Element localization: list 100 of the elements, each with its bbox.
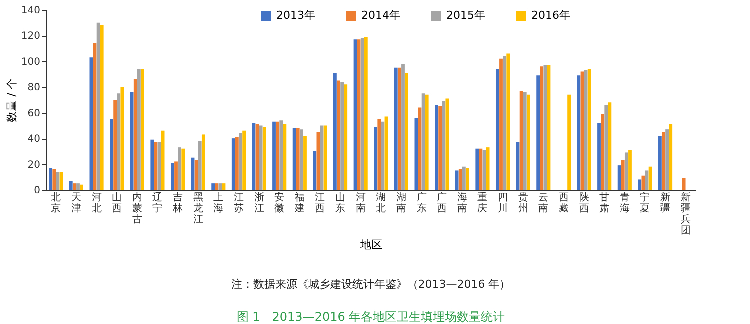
bar [496,69,500,190]
bar [398,68,402,190]
bar [479,148,483,190]
bar [90,58,94,190]
x-tick-label: 山东 [336,192,346,214]
bar [520,91,524,190]
x-tick-label: 浙江 [254,192,264,214]
bar [588,69,592,190]
text: 图 1 2013—2016 年各地区卫生填埋场数量统计 [236,310,506,324]
bar [458,169,462,190]
legend-label: 2015年 [446,9,486,22]
bar [137,69,141,190]
y-tick-label: 100 [21,56,40,68]
bar [500,58,503,190]
bar [239,133,242,190]
x-tick-label: 山西 [112,192,122,214]
bar [658,136,662,190]
bar [628,150,632,190]
legend-label: 2016年 [532,9,570,22]
bar [222,184,226,190]
x-tick-label: 河南 [356,192,366,214]
bar [235,137,239,190]
x-tick-label: 陕西 [579,192,590,214]
bar [154,142,158,190]
bar [604,105,608,190]
bar [178,148,182,190]
bar [114,100,118,190]
bar [150,140,154,190]
x-tick-label: 新疆 [660,192,671,214]
x-axis-title: 地区 [360,238,382,252]
bar [503,56,507,190]
x-tick-label: 湖北 [376,192,386,214]
y-tick-label: 40 [28,134,40,146]
bar [364,37,368,190]
bar [120,87,124,190]
bar [296,128,300,190]
bar [414,118,418,190]
bar [212,184,216,190]
x-tick-label: 福建 [294,192,305,214]
bar [232,138,236,190]
legend-label: 2013年 [276,9,316,22]
x-tick-label: 安徽 [274,192,285,214]
x-tick-label: 湖南 [396,192,406,214]
bar [80,184,84,190]
bar [344,84,348,190]
bar [438,106,442,190]
bar [621,160,625,190]
x-tick-label: 西藏 [558,192,569,214]
bar [110,119,114,190]
bar [272,122,276,190]
bar [161,130,165,190]
bar [52,169,56,190]
x-tick-label: 新疆兵团 [680,192,691,236]
bar [446,98,450,190]
x-tick-label: 江苏 [234,192,244,214]
x-tick-label: 黑龙江 [193,192,204,226]
y-axis-title: 数量 / 个 [5,78,18,122]
bar [682,178,686,190]
bar [56,172,60,190]
text: 注：数据来源《城乡建设统计年鉴》（2013—2016 年） [231,278,511,291]
bar [662,132,666,190]
bar [455,170,459,190]
bar [536,76,540,190]
bar [202,134,206,190]
bar [242,130,246,190]
y-tick-label: 140 [21,6,40,16]
x-tick-label: 广西 [437,192,448,214]
bar [526,94,530,190]
bar [648,166,652,190]
bar [402,64,405,190]
bar [340,82,344,190]
bar [283,124,287,190]
bar [334,73,337,190]
bar [300,130,304,190]
bar [476,148,480,190]
bar [466,168,470,190]
x-tick-label: 江西 [315,192,326,214]
bar [194,160,198,190]
bar [262,127,266,190]
bar [618,166,622,190]
bar [374,127,378,190]
bar [405,73,408,190]
bar [49,168,53,190]
x-tick-label: 内蒙古 [132,192,142,226]
bar [72,184,76,190]
bar [584,70,588,190]
x-tick-label: 广东 [416,192,427,214]
bar [598,123,601,190]
bar [215,184,219,190]
bar [422,94,426,190]
x-tick-label: 海南 [457,192,468,214]
bar [69,181,73,190]
legend-label: 2014年 [362,9,400,22]
x-tick-label: 宁夏 [640,192,650,214]
bar [608,102,612,190]
bar [357,40,361,190]
bar [624,152,628,190]
bar [292,128,296,190]
bar [198,141,202,190]
bar [252,123,256,190]
